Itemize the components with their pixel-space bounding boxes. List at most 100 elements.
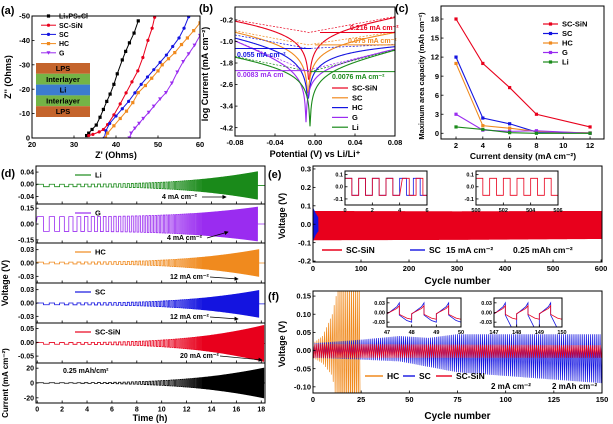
data-point (136, 19, 140, 23)
data-point (94, 123, 98, 127)
x-tick-label: 2 (371, 208, 374, 214)
data-point (114, 114, 118, 118)
y-tick-label: 0.03 (20, 247, 34, 254)
data-point (132, 126, 137, 131)
data-point (145, 75, 150, 79)
panel-label-c: (c) (395, 3, 409, 15)
data-point (85, 133, 89, 138)
panel-e-inset-1-frame (344, 170, 428, 206)
series-line-HC (105, 22, 200, 138)
y-tick-label: -0.03 (372, 320, 385, 326)
y-axis-title: Voltage (V) (0, 260, 10, 306)
data-point (177, 36, 181, 40)
y-tick-label: -40 (19, 36, 30, 45)
layer-lps (36, 106, 90, 117)
series-line-G (455, 113, 591, 134)
y-axis-title: log Current (mA cm⁻²) (200, 27, 210, 121)
data-point (108, 121, 112, 125)
data-point (115, 72, 119, 76)
y-tick-label: -20 (24, 395, 34, 402)
data-point (137, 121, 142, 126)
y-tick-label: 18 (431, 15, 439, 24)
y-tick-label: 9 (435, 72, 439, 81)
x-tick-label: 6 (425, 208, 428, 214)
data-point (136, 69, 140, 73)
y-tick-label: -0.2 (298, 257, 311, 266)
data-point (588, 131, 592, 135)
x-tick-label: 0.04 (348, 138, 363, 147)
x-tick-label: 50 (405, 395, 413, 404)
x-tick-label: 125 (548, 395, 561, 404)
x-tick-label: 147 (489, 330, 498, 336)
data-point (101, 107, 105, 112)
annotation-arrow (209, 276, 239, 281)
data-point (143, 83, 147, 88)
legend-label: HC (95, 248, 106, 257)
data-point (97, 130, 101, 134)
y-tick-label: 0.00 (20, 182, 34, 189)
tafel-curve-G (235, 40, 395, 123)
y-tick-label: -3.4 (220, 102, 234, 111)
x-tick-label: 600 (595, 264, 608, 273)
data-point (112, 82, 116, 86)
data-point (548, 41, 553, 45)
data-point (454, 17, 458, 21)
data-point (185, 36, 189, 40)
y-tick-label: -0.03 (479, 320, 492, 326)
x-axis-title: Potential (V) vs Li/Li⁺ (270, 149, 361, 159)
x-tick-label: 148 (512, 330, 521, 336)
y-tick-label: -0.03 (18, 274, 34, 281)
x-tick-label: 4 (481, 141, 486, 150)
legend-label: Li (95, 171, 102, 180)
y-tick-label: 0.1 (301, 201, 311, 210)
y-tick-label: 0 (26, 134, 30, 143)
data-point (481, 61, 485, 66)
legend-label: SC-SiN (562, 20, 587, 29)
tafel-curve-SC (235, 31, 395, 94)
annotation-arrow (219, 355, 263, 362)
legend-label: SC (562, 29, 573, 38)
icorr-annotation: 0.216 mA cm⁻² (350, 25, 399, 32)
data-point (166, 57, 171, 61)
y-tick-label: 0.1 (466, 173, 474, 179)
test-condition: 15 mA cm⁻² (446, 245, 493, 255)
panel-c-frame (440, 5, 605, 140)
test-condition: 2 mAh cm⁻² (552, 382, 597, 391)
layer-label: Interlayer (46, 96, 80, 105)
x-tick-label: 50 (458, 330, 464, 336)
data-point (534, 112, 539, 116)
data-point (169, 81, 174, 86)
current-annotation: 12 mA cm⁻² (170, 274, 210, 281)
x-tick-label: -0.04 (266, 138, 284, 147)
voltage-trace-HC (36, 249, 265, 277)
y-tick-label: 0.3 (301, 165, 311, 174)
data-point (118, 116, 122, 121)
x-tick-label: 49 (433, 330, 439, 336)
y-tick-label: -0.15 (18, 237, 34, 244)
voltage-trace-Li (36, 171, 265, 200)
legend-label: SC (59, 32, 69, 39)
panel-f-inset-1-frame (386, 297, 462, 328)
y-tick-label: -0.1 (465, 197, 474, 203)
data-point (186, 52, 191, 56)
x-tick-label: 50 (154, 140, 162, 149)
x-tick-label: 8 (135, 407, 139, 414)
layer-interlayer (36, 95, 90, 107)
data-point (87, 131, 91, 135)
data-point (108, 92, 112, 96)
y-tick-label: -0.1 (334, 197, 343, 203)
data-point (548, 50, 553, 55)
data-point (171, 44, 175, 49)
panel-label-a: (a) (1, 5, 15, 17)
y-tick-label: 0.1 (335, 173, 343, 179)
x-tick-label: 0 (311, 395, 315, 404)
data-point (124, 49, 128, 53)
x-tick-label: 60 (196, 140, 204, 149)
data-point (156, 69, 160, 73)
x-tick-label: 0 (343, 208, 346, 214)
x-tick-label: 0.08 (388, 138, 403, 147)
x-tick-label: 200 (403, 264, 416, 273)
x-tick-label: 40 (112, 140, 120, 149)
x-tick-label: 2 (454, 141, 458, 150)
y-axis-title: Maximum area capacity (mAh cm⁻²) (417, 12, 426, 140)
